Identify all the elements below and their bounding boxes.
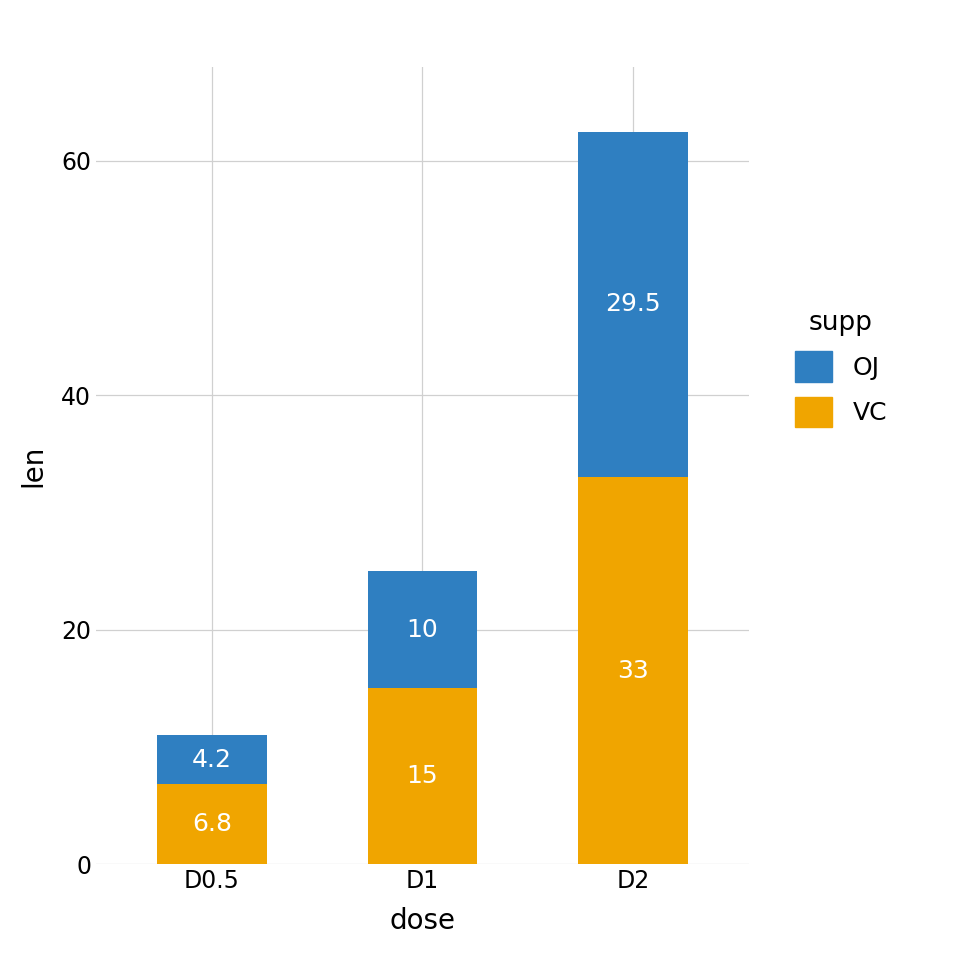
Text: 4.2: 4.2 <box>192 748 231 772</box>
Bar <box>368 571 477 688</box>
Bar <box>157 735 267 784</box>
Bar <box>578 477 687 864</box>
Text: 10: 10 <box>406 617 439 641</box>
Bar <box>368 688 477 864</box>
Legend: OJ, VC: OJ, VC <box>787 302 895 435</box>
Text: 29.5: 29.5 <box>605 293 660 317</box>
Text: 33: 33 <box>617 659 649 683</box>
Y-axis label: len: len <box>19 444 47 487</box>
Bar <box>157 784 267 864</box>
X-axis label: dose: dose <box>390 907 455 935</box>
Text: 6.8: 6.8 <box>192 812 231 836</box>
Text: 15: 15 <box>407 764 438 788</box>
Bar <box>578 132 687 477</box>
